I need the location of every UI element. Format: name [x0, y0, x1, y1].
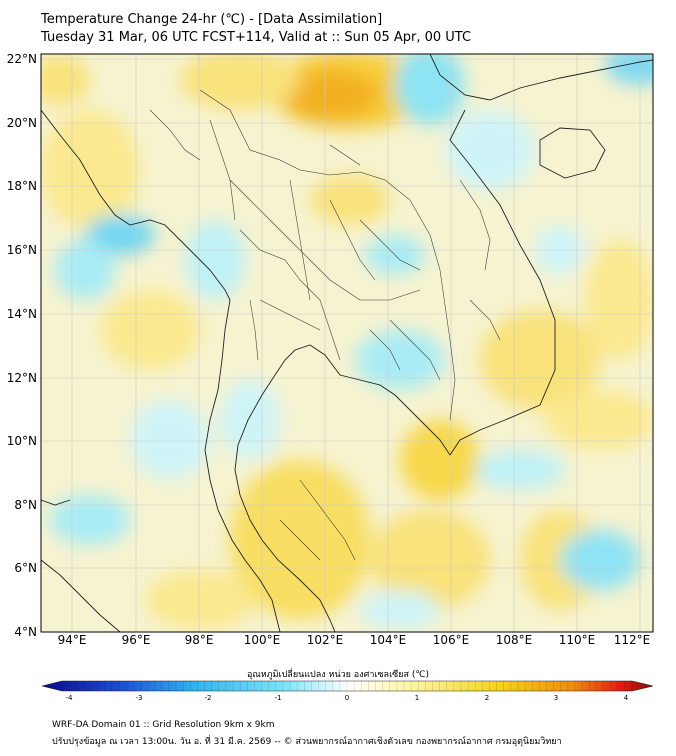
colorbar-title: อุณหภูมิเปลี่ยนแปลง หน่วย องศาเซลเซียส (…	[246, 670, 430, 680]
lon-label: 108°E	[496, 633, 533, 647]
lat-label: 8°N	[14, 498, 37, 512]
lon-label: 94°E	[58, 633, 87, 647]
colorbar-ticks: -4 -3 -2 -1 0 1 2 3 4	[66, 694, 629, 702]
lon-label: 98°E	[185, 633, 214, 647]
lat-label: 22°N	[7, 52, 37, 66]
colorbar-tick: 0	[345, 694, 349, 702]
lat-label: 6°N	[14, 561, 37, 575]
colorbar-tick: -4	[66, 694, 74, 702]
colorbar-tick: 1	[415, 694, 419, 702]
colorbar-tick: 3	[554, 694, 558, 702]
lat-label: 18°N	[7, 179, 37, 193]
borders	[149, 89, 501, 561]
lon-label: 106°E	[433, 633, 470, 647]
lon-label: 96°E	[122, 633, 151, 647]
lat-label: 20°N	[7, 116, 37, 130]
chart-title: Temperature Change 24-hr (℃) - [Data Ass…	[41, 12, 383, 27]
lon-label: 112°E	[614, 633, 651, 647]
temperature-field	[41, 54, 653, 632]
lon-label: 100°E	[244, 633, 281, 647]
coastlines	[41, 54, 653, 632]
latitude-labels: 22°N 20°N 18°N 16°N 14°N 12°N 10°N 8°N 6…	[7, 52, 37, 639]
graticule	[41, 54, 653, 632]
lon-label: 110°E	[559, 633, 596, 647]
footer-line-1: WRF-DA Domain 01 :: Grid Resolution 9km …	[52, 720, 275, 730]
colorbar-tick: 4	[624, 694, 629, 702]
footer-line-2: ปรับปรุงข้อมูล ณ เวลา 13:00น. วัน อ. ที่…	[52, 737, 562, 747]
colorbar-tick: -2	[205, 694, 212, 702]
colorbar-tick: 2	[485, 694, 489, 702]
colorbar-gradient	[41, 680, 654, 692]
colorbar-tick: -3	[136, 694, 143, 702]
colorbar: -4 -3 -2 -1 0 1 2 3 4	[41, 680, 654, 702]
lon-label: 102°E	[307, 633, 344, 647]
lat-label: 12°N	[7, 371, 37, 385]
colorbar-tick: -1	[275, 694, 282, 702]
lat-label: 16°N	[7, 243, 37, 257]
chart-subtitle: Tuesday 31 Mar, 06 UTC FCST+114, Valid a…	[41, 30, 472, 45]
lat-label: 14°N	[7, 307, 37, 321]
lat-label: 10°N	[7, 434, 37, 448]
lat-label: 4°N	[14, 625, 37, 639]
lon-label: 104°E	[370, 633, 407, 647]
longitude-labels: 94°E 96°E 98°E 100°E 102°E 104°E 106°E 1…	[58, 633, 651, 647]
map-frame	[40, 53, 654, 633]
